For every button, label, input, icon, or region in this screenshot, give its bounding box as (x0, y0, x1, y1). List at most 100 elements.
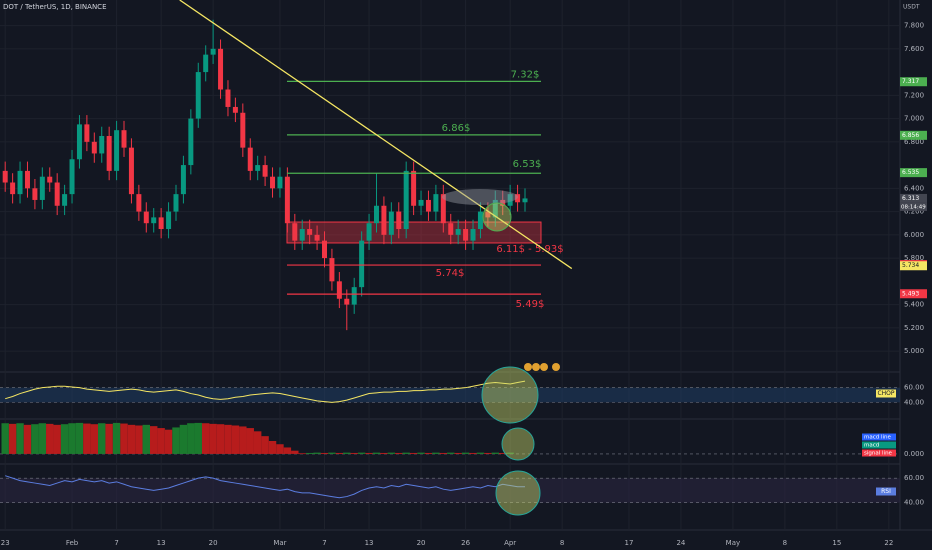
level-label: 6.86$ (442, 123, 471, 134)
histogram-bar (335, 452, 344, 454)
candle-body (336, 281, 342, 299)
legend-label: macd (864, 443, 879, 449)
candle-body (17, 170, 23, 195)
histogram-bar (298, 453, 306, 455)
histogram-bar (98, 423, 106, 454)
countdown: 08:14:49 (901, 204, 926, 210)
x-tick-label: 26 (461, 539, 470, 547)
candle-body (314, 234, 320, 241)
event-icon[interactable] (524, 363, 532, 371)
histogram-bar (23, 424, 32, 454)
histogram-bar (246, 428, 254, 454)
candle-body (166, 211, 172, 230)
event-icon[interactable] (540, 363, 548, 371)
x-tick-label: Apr (504, 539, 516, 547)
histogram-bar (90, 424, 99, 454)
highlight-ellipse (442, 189, 518, 205)
histogram-bar (372, 452, 381, 454)
y-tick-label: 6.200 (904, 208, 924, 216)
event-icon[interactable] (552, 363, 560, 371)
histogram-bar (60, 424, 69, 454)
candle-body (24, 170, 30, 189)
histogram-bar (365, 452, 373, 454)
legend-swatch (862, 449, 896, 457)
highlight-circle (495, 470, 541, 516)
candle-body (54, 182, 60, 206)
y-tick-label: 5.200 (904, 324, 924, 332)
highlight-circle (501, 427, 535, 461)
histogram-bar (127, 424, 136, 454)
histogram-bar (157, 428, 165, 454)
highlight-circle (482, 202, 512, 232)
histogram-bar (424, 452, 433, 454)
zone-label: 6.11$ - 5.93$ (496, 244, 563, 255)
y-tick-label: 5.400 (904, 301, 924, 309)
histogram-bar (209, 423, 217, 454)
candle-body (188, 118, 194, 166)
x-tick-label: 23 (1, 539, 10, 547)
histogram-bar (216, 424, 225, 454)
histogram-bar (253, 431, 262, 454)
histogram-bar (8, 423, 17, 454)
x-tick-label: 20 (417, 539, 426, 547)
candle-body (307, 229, 313, 235)
price-tag (900, 261, 927, 271)
price-tag (900, 130, 927, 140)
histogram-bar (387, 452, 396, 454)
candle-body (180, 165, 186, 195)
y-tick-label: 7.000 (904, 115, 924, 123)
candle-body (344, 298, 350, 305)
legend-label: signal line (864, 451, 893, 457)
histogram-bar (395, 452, 403, 454)
histogram-bar (135, 425, 143, 454)
candle-body (507, 194, 513, 206)
x-tick-label: May (726, 539, 740, 547)
candle-body (225, 89, 231, 107)
histogram-bar (350, 452, 358, 454)
candle-body (440, 194, 446, 224)
x-tick-label: 17 (624, 539, 633, 547)
histogram-bar (68, 423, 76, 454)
candle-body (373, 205, 379, 224)
histogram-bar (16, 423, 24, 454)
countdown-bg (900, 202, 927, 211)
candle-body (2, 170, 8, 183)
histogram-bar (380, 452, 388, 454)
histogram-bar (75, 422, 84, 454)
histogram-bar (1, 423, 9, 454)
histogram-bar (46, 423, 54, 454)
x-tick-label: 8 (783, 539, 787, 547)
event-icon[interactable] (532, 363, 540, 371)
x-tick-label: Mar (273, 539, 286, 547)
histogram-bar (83, 423, 91, 454)
candle-body (76, 124, 82, 160)
candle-body (277, 176, 283, 189)
histogram-bar (231, 425, 240, 454)
x-tick-label: 7 (114, 539, 118, 547)
histogram-bar (187, 423, 195, 454)
price-tag (900, 77, 927, 87)
candle-body (39, 176, 45, 200)
histogram-bar (476, 452, 485, 454)
histogram-bar (402, 452, 410, 454)
histogram-bar (239, 426, 247, 454)
histogram-bar (469, 452, 477, 454)
histogram-bar (268, 441, 277, 454)
histogram-bar (142, 424, 150, 454)
candle-body (47, 176, 53, 183)
candle-body (485, 211, 491, 218)
candle-body (143, 211, 149, 224)
histogram-bar (120, 423, 128, 454)
candle-body (515, 194, 521, 203)
symbol-header: DOT / TetherUS, 1D, BINANCE (3, 3, 107, 11)
price-tag (900, 168, 927, 178)
candle-body (136, 194, 142, 212)
trendline (179, 0, 573, 270)
histogram-bar (343, 452, 351, 454)
candle-body (500, 199, 506, 206)
candle-body (270, 176, 276, 189)
candle-body (366, 223, 372, 241)
histogram-bar (328, 452, 336, 454)
histogram-bar (201, 423, 210, 454)
